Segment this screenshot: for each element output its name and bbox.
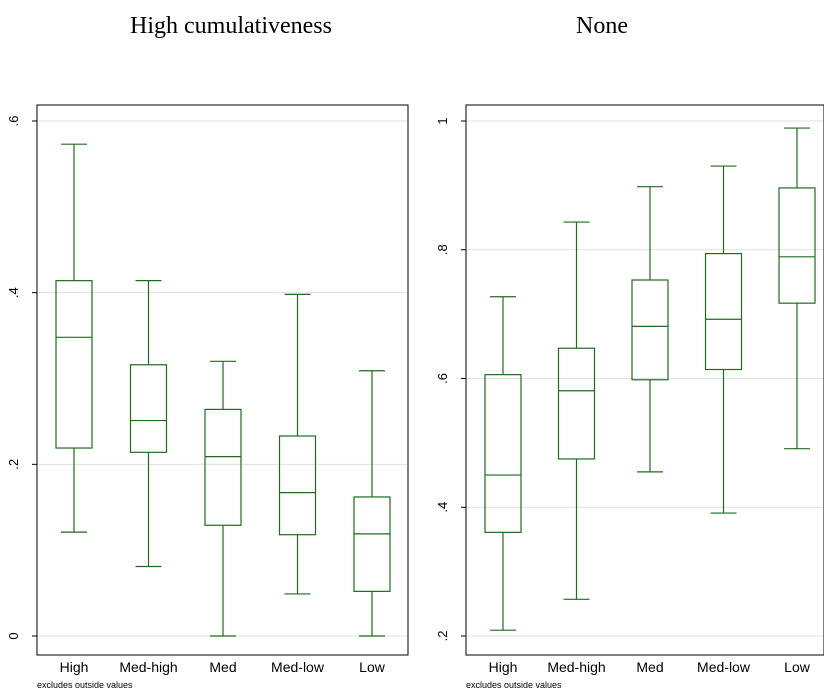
- x-category-label: Low: [784, 659, 811, 675]
- y-tick-label: .2: [435, 631, 450, 642]
- box-low: [778, 127, 816, 450]
- box-med-low: [278, 293, 317, 595]
- y-tick-label: .2: [6, 459, 21, 470]
- box-med-high: [557, 221, 596, 600]
- x-category-label: High: [60, 659, 89, 675]
- panel-title: High cumulativeness: [130, 13, 332, 39]
- interquartile-box: [778, 187, 816, 304]
- x-category-label: Med-low: [697, 659, 751, 675]
- panel-title: None: [576, 13, 628, 39]
- panel-note: excludes outside values: [466, 680, 562, 690]
- y-tick-label: .6: [6, 116, 21, 127]
- box-low: [353, 370, 391, 637]
- x-category-label: High: [489, 659, 518, 675]
- y-tick-label: .4: [6, 287, 21, 298]
- y-tick-label: 1: [435, 117, 450, 124]
- interquartile-box: [278, 435, 317, 536]
- interquartile-box: [55, 280, 93, 449]
- box-high: [484, 296, 522, 631]
- x-category-label: Med-high: [547, 659, 605, 675]
- x-category-label: Med: [209, 659, 236, 675]
- interquartile-box: [557, 347, 596, 460]
- box-high: [55, 143, 93, 533]
- interquartile-box: [129, 364, 168, 453]
- box-med-low: [704, 165, 743, 514]
- interquartile-box: [631, 279, 669, 381]
- interquartile-box: [353, 496, 391, 592]
- interquartile-box: [704, 253, 743, 371]
- box-med: [631, 186, 669, 473]
- panel-note: excludes outside values: [37, 680, 133, 690]
- interquartile-box: [204, 408, 242, 526]
- x-category-label: Low: [359, 659, 386, 675]
- x-category-label: Med-low: [271, 659, 325, 675]
- y-tick-label: .6: [435, 373, 450, 384]
- x-category-label: Med: [636, 659, 663, 675]
- interquartile-box: [484, 374, 522, 533]
- y-tick-label: .4: [435, 502, 450, 513]
- box-plot-panel-high-cumulativeness: High cumulativeness excludes outside val…: [6, 13, 409, 690]
- box-med: [204, 360, 242, 637]
- y-tick-label: 0: [6, 632, 21, 639]
- box-plot-panel-none: None excludes outside values .2 .4 .6 .8 1 Hi…: [435, 13, 824, 690]
- box-med-high: [129, 280, 168, 568]
- x-category-label: Med-high: [119, 659, 177, 675]
- y-tick-label: .8: [435, 244, 450, 255]
